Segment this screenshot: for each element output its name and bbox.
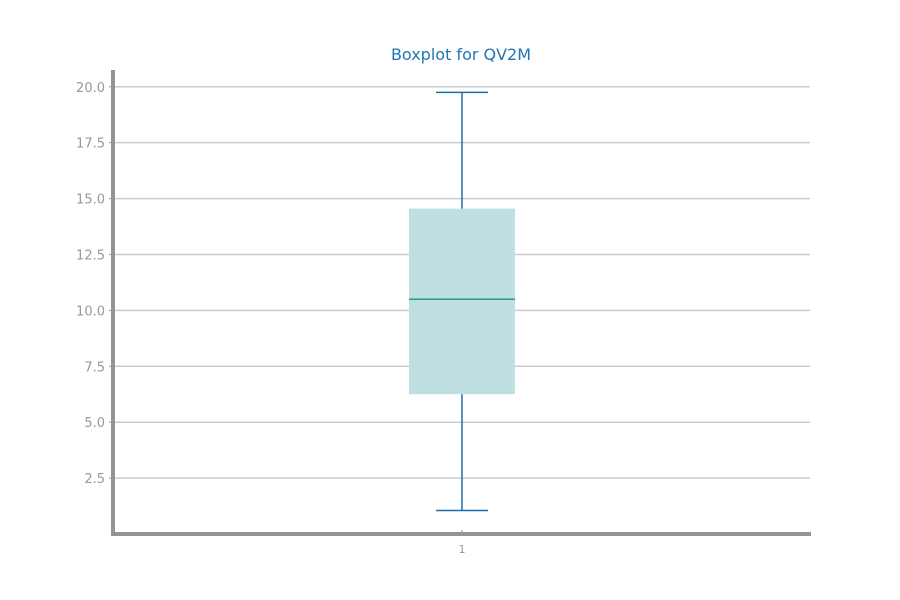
y-tick-label: 12.5	[76, 248, 105, 263]
chart-title: Boxplot for QV2M	[391, 45, 531, 64]
y-tick-label: 5.0	[84, 416, 105, 431]
y-tick-label: 7.5	[84, 360, 105, 375]
y-tick-label: 20.0	[76, 81, 105, 96]
y-tick-label: 15.0	[76, 193, 105, 208]
y-tick-label: 10.0	[76, 304, 105, 319]
x-tick-label: 1	[459, 543, 466, 556]
y-tick-label: 2.5	[84, 472, 105, 487]
y-axis-ticks: 2.5 5.0 7.5 10.0 12.5 15.0 17.5 20.0	[76, 81, 113, 487]
box-layer	[409, 91, 515, 512]
x-axis-ticks: 1	[459, 530, 466, 556]
box-iqr	[409, 208, 515, 395]
axis-layer	[111, 70, 811, 536]
y-tick-label: 17.5	[76, 137, 105, 152]
